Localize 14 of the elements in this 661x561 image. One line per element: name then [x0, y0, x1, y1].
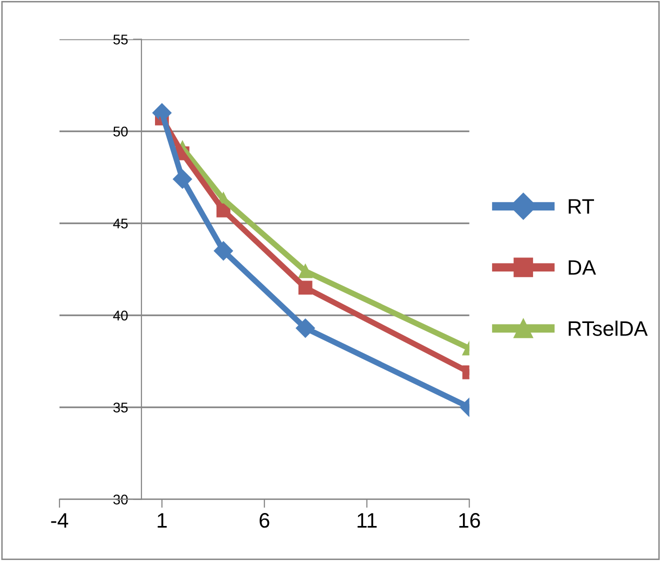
- x-tick-label: 16: [459, 513, 480, 528]
- y-tick-label: 45: [113, 218, 128, 228]
- legend-label: RT: [568, 199, 594, 214]
- y-tick-label: 35: [113, 402, 128, 412]
- x-tick-label: 6: [260, 513, 270, 528]
- x-tick-label: -4: [51, 513, 68, 528]
- y-tick-label: 40: [113, 310, 128, 320]
- y-tick-label: 30: [113, 494, 128, 504]
- y-tick-label: 55: [113, 34, 128, 44]
- x-tick-label: 11: [358, 513, 377, 528]
- y-tick-label: 50: [113, 126, 128, 136]
- x-tick-label: 1: [158, 513, 167, 528]
- legend-label: RTselDA: [568, 320, 648, 336]
- legend-label: DA: [568, 260, 596, 275]
